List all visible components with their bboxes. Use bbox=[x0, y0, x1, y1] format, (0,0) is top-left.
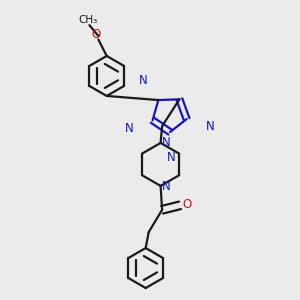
Text: N: N bbox=[167, 151, 175, 164]
Text: O: O bbox=[182, 198, 191, 211]
Text: N: N bbox=[139, 74, 147, 87]
Text: CH₃: CH₃ bbox=[78, 15, 98, 25]
Text: N: N bbox=[206, 119, 215, 133]
Text: N: N bbox=[162, 180, 171, 193]
Text: O: O bbox=[91, 28, 101, 40]
Text: N: N bbox=[124, 122, 134, 135]
Text: N: N bbox=[162, 136, 171, 148]
